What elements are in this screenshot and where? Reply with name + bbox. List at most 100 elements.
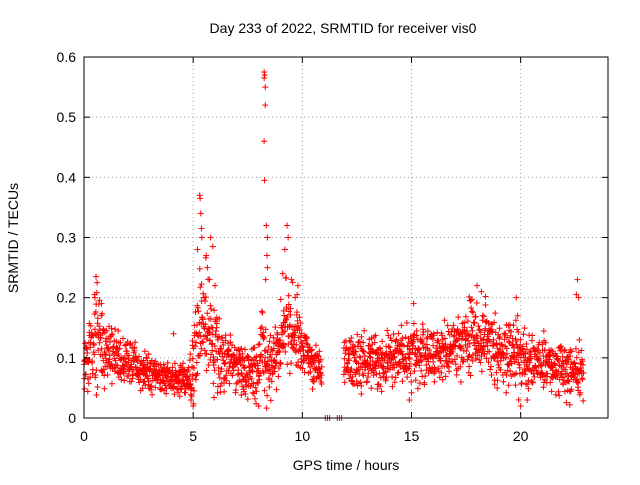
data-point: [507, 368, 514, 375]
data-point: [96, 323, 103, 330]
data-point: [213, 314, 220, 321]
data-point: [189, 342, 196, 349]
data-point: [296, 314, 303, 321]
data-point: [513, 294, 520, 301]
data-point: [91, 294, 98, 301]
data-point: [262, 326, 269, 333]
data-point: [263, 252, 270, 259]
data-point: [317, 356, 324, 363]
data-point: [239, 373, 246, 380]
data-point: [112, 349, 119, 356]
data-point: [406, 360, 413, 367]
data-point: [356, 353, 363, 360]
data-point: [309, 386, 316, 393]
data-point: [258, 324, 265, 331]
data-point: [360, 339, 367, 346]
data-point: [509, 341, 516, 348]
data-point: [303, 334, 310, 341]
data-point: [253, 388, 260, 395]
data-point: [349, 373, 356, 380]
data-point: [218, 345, 225, 352]
data-point: [121, 377, 128, 384]
data-point: [514, 312, 521, 319]
data-point: [262, 276, 269, 283]
data-point: [511, 371, 518, 378]
x-tick-label: 15: [404, 428, 420, 444]
data-point: [221, 388, 228, 395]
data-point: [231, 352, 238, 359]
data-point: [514, 326, 521, 333]
data-point: [294, 282, 301, 289]
data-point: [439, 332, 446, 339]
data-point: [87, 322, 94, 329]
data-point: [371, 339, 378, 346]
data-point: [548, 388, 555, 395]
data-point: [418, 367, 425, 374]
data-point: [423, 361, 430, 368]
data-point: [213, 320, 220, 327]
data-point: [198, 234, 205, 241]
data-point: [540, 328, 547, 335]
data-point: [170, 330, 177, 337]
data-point: [181, 367, 188, 374]
data-point: [244, 353, 251, 360]
data-point: [120, 362, 127, 369]
data-point: [140, 357, 147, 364]
data-point: [305, 348, 312, 355]
data-point: [503, 371, 510, 378]
data-point: [222, 375, 229, 382]
data-point: [194, 304, 201, 311]
data-point: [207, 315, 214, 322]
data-point: [419, 321, 426, 328]
data-point: [412, 377, 419, 384]
data-point: [432, 366, 439, 373]
data-point: [85, 380, 92, 387]
data-point: [468, 296, 475, 303]
data-point: [549, 375, 556, 382]
data-point: [272, 359, 279, 366]
data-point: [119, 335, 126, 342]
data-point: [356, 338, 363, 345]
data-point: [100, 325, 107, 332]
data-point: [318, 363, 325, 370]
data-point: [485, 333, 492, 340]
data-point: [482, 293, 489, 300]
data-point: [235, 370, 242, 377]
y-axis-label: SRMTID / TECUs: [5, 183, 21, 293]
data-point: [431, 370, 438, 377]
data-point: [465, 337, 472, 344]
data-point: [258, 308, 265, 315]
data-point: [291, 326, 298, 333]
data-point: [110, 343, 117, 350]
data-point: [108, 332, 115, 339]
data-point: [143, 354, 150, 361]
data-point: [572, 345, 579, 352]
data-point: [398, 322, 405, 329]
data-point: [91, 326, 98, 333]
data-point: [464, 356, 471, 363]
data-point: [132, 339, 139, 346]
data-point: [309, 346, 316, 353]
data-point: [148, 386, 155, 393]
data-point: [261, 334, 268, 341]
data-point: [544, 370, 551, 377]
data-point: [517, 402, 524, 409]
x-axis-label: GPS time / hours: [293, 457, 400, 473]
data-point: [144, 355, 151, 362]
data-point: [480, 350, 487, 357]
data-point: [471, 319, 478, 326]
data-point: [193, 372, 200, 379]
data-point: [477, 359, 484, 366]
data-point: [365, 370, 372, 377]
data-point: [204, 310, 211, 317]
data-point: [198, 225, 205, 232]
data-point: [497, 357, 504, 364]
data-point: [389, 383, 396, 390]
data-point: [184, 377, 191, 384]
data-point: [284, 222, 291, 229]
data-point: [257, 325, 264, 332]
y-tick-label: 0.3: [57, 230, 77, 246]
data-point: [451, 356, 458, 363]
data-point: [344, 364, 351, 371]
data-point: [296, 327, 303, 334]
